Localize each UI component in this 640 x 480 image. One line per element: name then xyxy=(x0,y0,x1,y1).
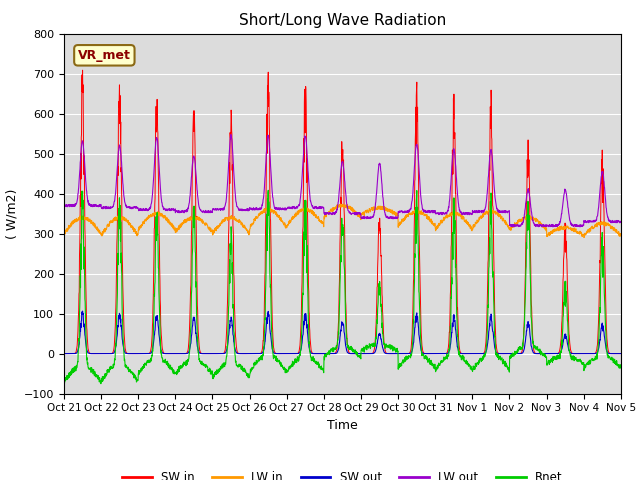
X-axis label: Time: Time xyxy=(327,419,358,432)
Text: VR_met: VR_met xyxy=(78,49,131,62)
Y-axis label: ( W/m2): ( W/m2) xyxy=(5,189,19,239)
Legend: SW in, LW in, SW out, LW out, Rnet: SW in, LW in, SW out, LW out, Rnet xyxy=(117,466,568,480)
Title: Short/Long Wave Radiation: Short/Long Wave Radiation xyxy=(239,13,446,28)
